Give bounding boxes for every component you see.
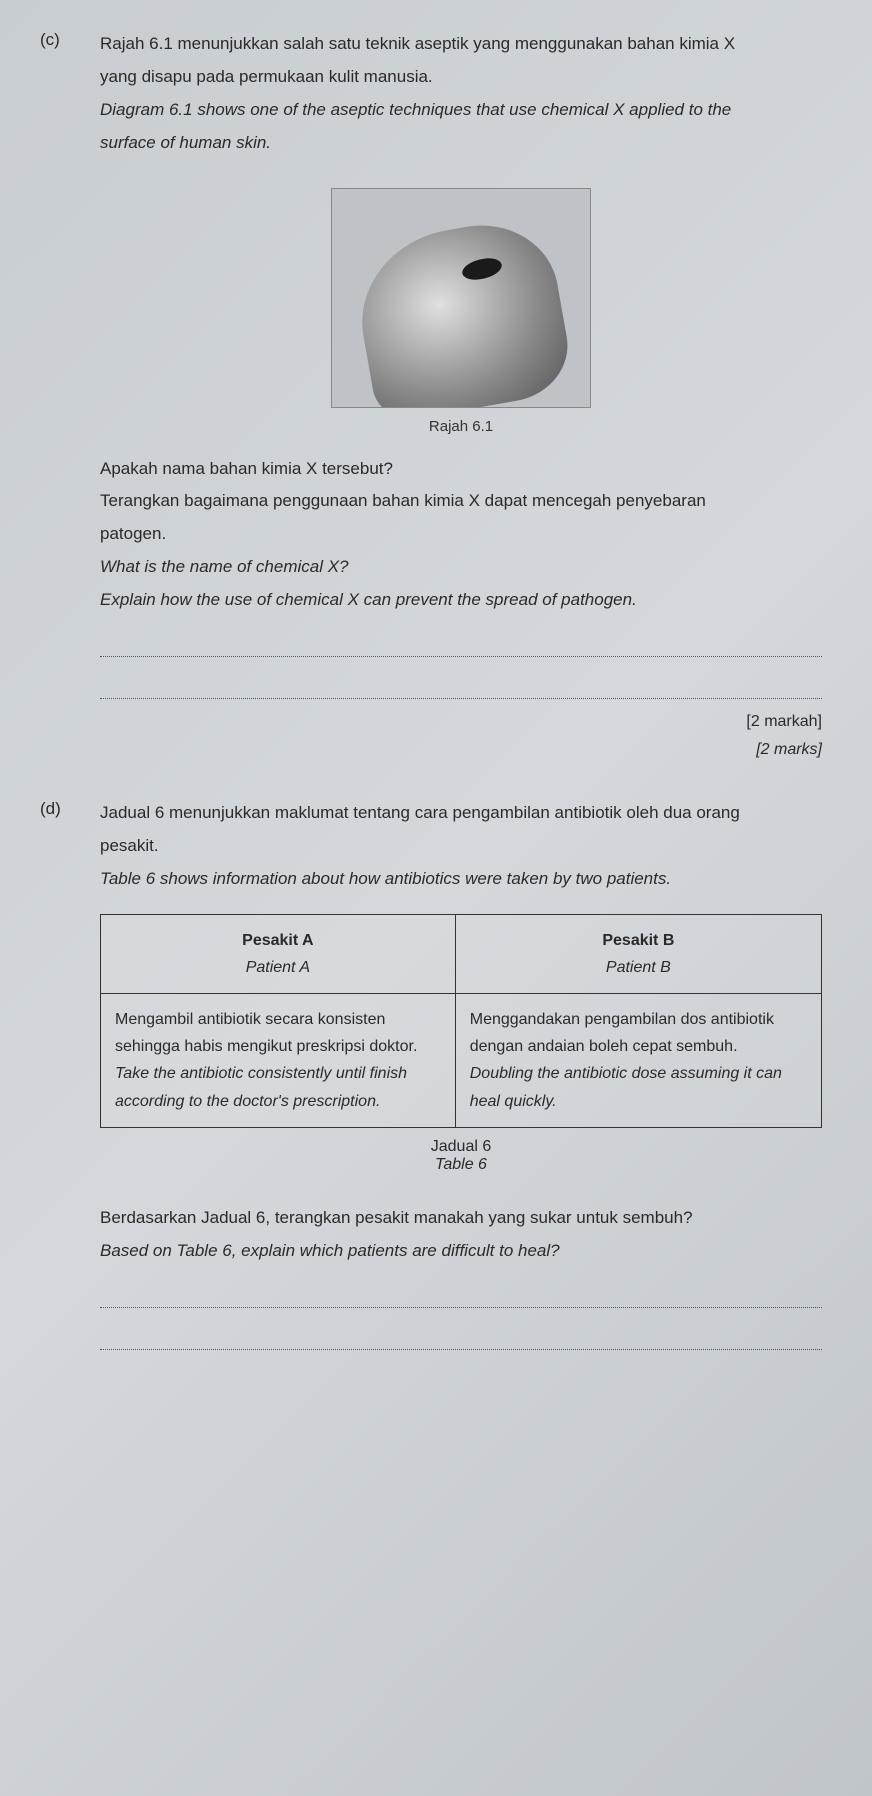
qc-marks-ms: [2 markah]: [100, 713, 822, 731]
cell-b-en: Doubling the antibiotic dose assuming it…: [470, 1065, 782, 1109]
cell-patient-b: Menggandakan pengambilan dos antibiotik …: [455, 994, 821, 1128]
cell-patient-a: Mengambil antibiotik secara konsisten se…: [101, 994, 456, 1128]
answer-line-2: [100, 671, 822, 699]
qd-stem-ms-1: Jadual 6 menunjukkan maklumat tentang ca…: [100, 799, 822, 828]
qc-ask2-en: Explain how the use of chemical X can pr…: [100, 586, 822, 615]
header-patient-a: Pesakit A Patient A: [101, 914, 456, 993]
table-caption: Jadual 6 Table 6: [100, 1138, 822, 1174]
table-row: Mengambil antibiotik secara konsisten se…: [101, 994, 822, 1128]
qc-marks-en: [2 marks]: [100, 741, 822, 759]
cell-a-ms: Mengambil antibiotik secara konsisten se…: [115, 1011, 417, 1055]
qc-stem-en-1: Diagram 6.1 shows one of the aseptic tec…: [100, 96, 822, 125]
x-pointer-line: [590, 269, 591, 270]
question-d-body: Jadual 6 menunjukkan maklumat tentang ca…: [100, 799, 822, 1350]
header-b-en: Patient B: [470, 954, 807, 981]
answer-line-4: [100, 1322, 822, 1350]
qc-ask3-ms: patogen.: [100, 520, 822, 549]
table-header-row: Pesakit A Patient A Pesakit B Patient B: [101, 914, 822, 993]
question-c: (c) Rajah 6.1 menunjukkan salah satu tek…: [60, 30, 822, 759]
question-c-body: Rajah 6.1 menunjukkan salah satu teknik …: [100, 30, 822, 759]
qd-stem-ms-2: pesakit.: [100, 832, 822, 861]
header-a-en: Patient A: [115, 954, 441, 981]
question-d-label: (d): [40, 799, 61, 819]
header-b-ms: Pesakit B: [470, 927, 807, 954]
qc-stem-en-2: surface of human skin.: [100, 129, 822, 158]
hand-shape: [348, 213, 576, 408]
qc-stem-ms-2: yang disapu pada permukaan kulit manusia…: [100, 63, 822, 92]
cell-b-ms: Menggandakan pengambilan dos antibiotik …: [470, 1011, 774, 1055]
question-c-label: (c): [40, 30, 60, 50]
qc-stem-ms-1: Rajah 6.1 menunjukkan salah satu teknik …: [100, 30, 822, 59]
answer-line-1: [100, 629, 822, 657]
diagram-caption: Rajah 6.1: [100, 418, 822, 435]
diagram-6-1: X: [100, 188, 822, 408]
qd-ask1-ms: Berdasarkan Jadual 6, terangkan pesakit …: [100, 1204, 822, 1233]
qc-ask1-en: What is the name of chemical X?: [100, 553, 822, 582]
question-d: (d) Jadual 6 menunjukkan maklumat tentan…: [60, 799, 822, 1350]
patient-table: Pesakit A Patient A Pesakit B Patient B …: [100, 914, 822, 1128]
table-caption-ms: Jadual 6: [431, 1138, 492, 1155]
qd-ask1-en: Based on Table 6, explain which patients…: [100, 1237, 822, 1266]
cell-a-en: Take the antibiotic consistently until f…: [115, 1065, 407, 1109]
diagram-image: X: [331, 188, 591, 408]
qd-stem-en-1: Table 6 shows information about how anti…: [100, 865, 822, 894]
qc-ask1-ms: Apakah nama bahan kimia X tersebut?: [100, 455, 822, 484]
qc-ask2-ms: Terangkan bagaimana penggunaan bahan kim…: [100, 487, 822, 516]
header-a-ms: Pesakit A: [115, 927, 441, 954]
table-caption-en: Table 6: [435, 1156, 487, 1173]
answer-line-3: [100, 1280, 822, 1308]
header-patient-b: Pesakit B Patient B: [455, 914, 821, 993]
